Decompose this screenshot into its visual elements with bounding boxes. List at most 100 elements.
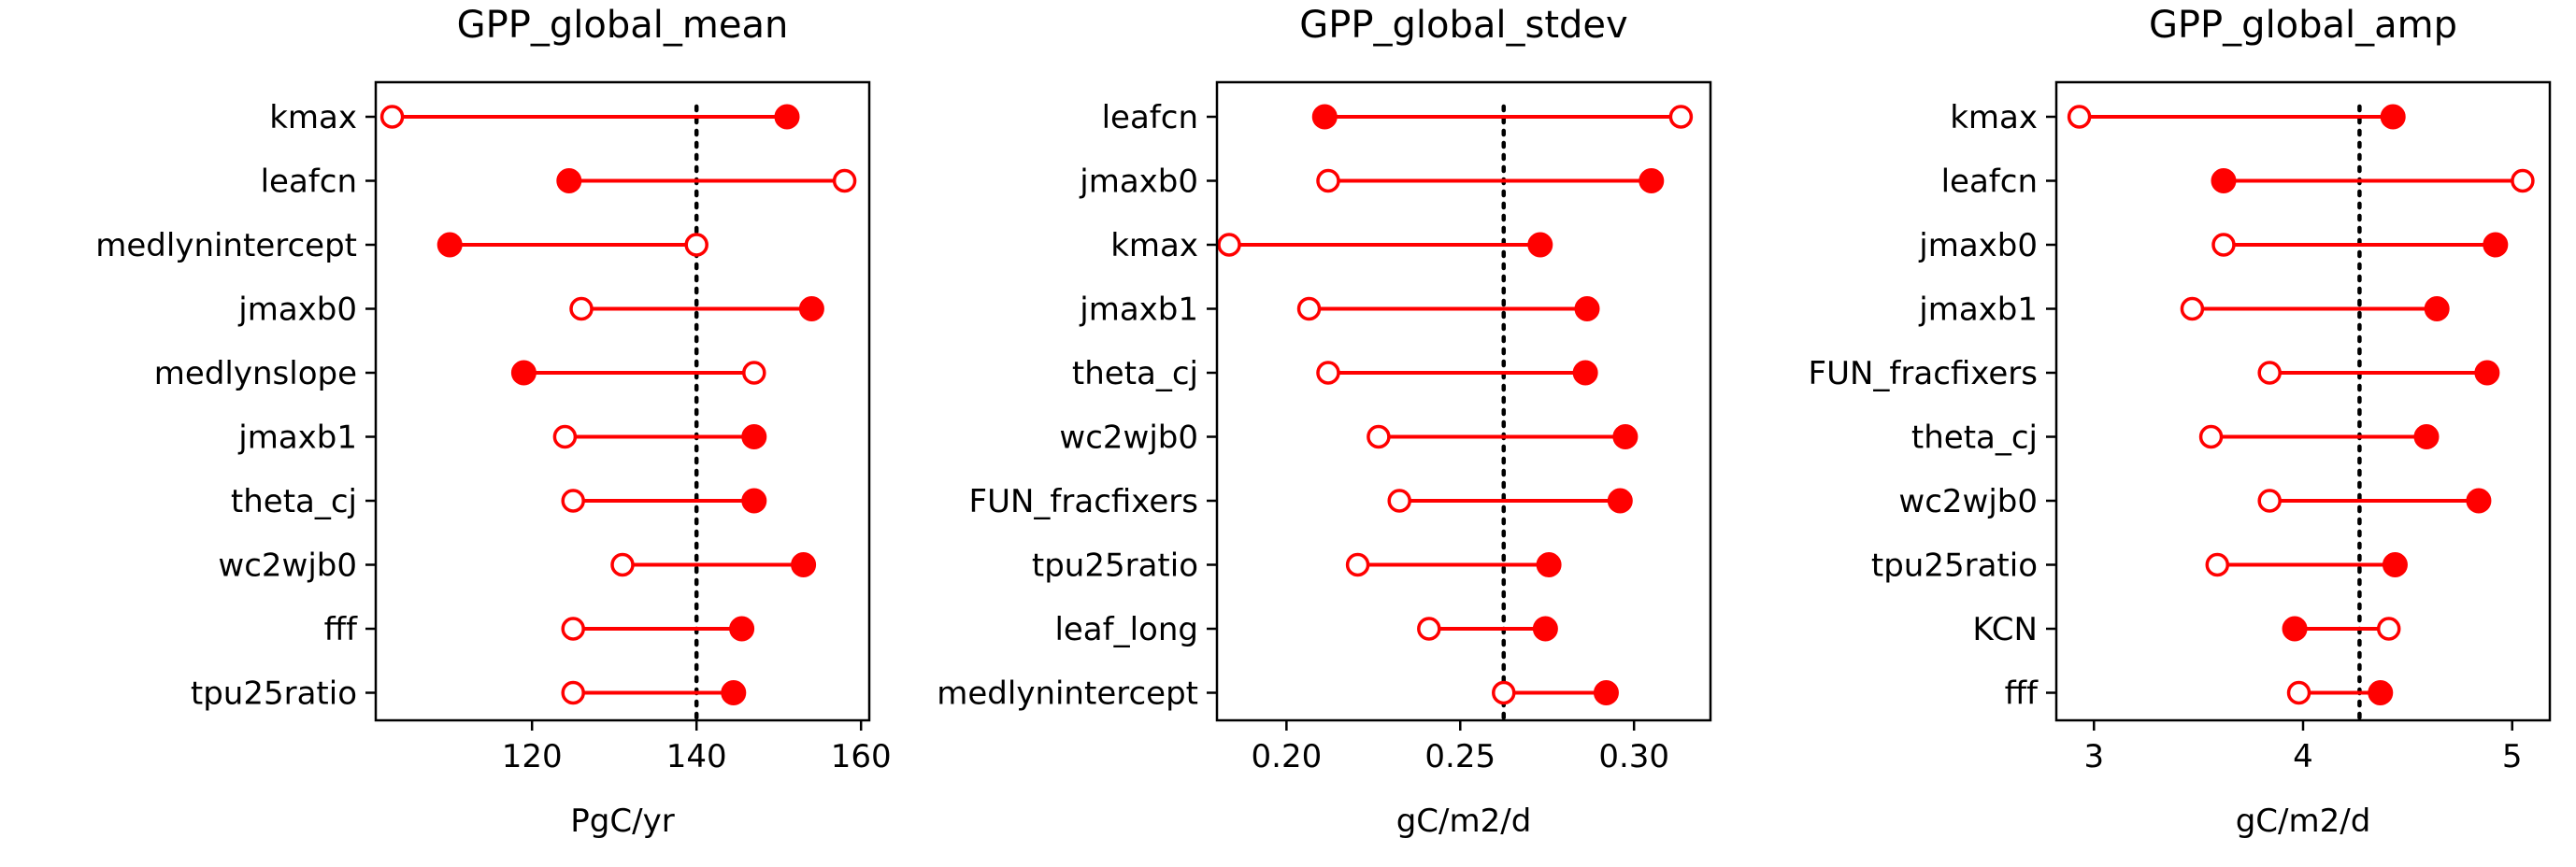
y-tick-label: leaf_long — [1054, 611, 1198, 648]
filled-marker — [2474, 360, 2500, 386]
filled-marker — [1572, 360, 1598, 386]
filled-marker — [1574, 296, 1600, 321]
open-marker — [1345, 552, 1370, 577]
filled-marker — [741, 424, 767, 449]
open-marker — [2067, 105, 2092, 129]
open-marker — [561, 617, 585, 641]
filled-marker — [1593, 680, 1619, 705]
y-tick-label: leafcn — [1941, 163, 2038, 201]
y-tick-label: FUN_fracfixers — [969, 483, 1198, 520]
filled-marker — [1532, 616, 1558, 642]
filled-marker — [2211, 168, 2237, 193]
filled-marker — [1536, 552, 1562, 577]
y-tick-label: jmaxb0 — [237, 291, 357, 329]
y-tick-label: leafcn — [1102, 99, 1198, 136]
filled-marker — [729, 616, 755, 642]
y-tick-label: wc2wjb0 — [218, 547, 357, 585]
y-tick-label: tpu25ratio — [191, 675, 357, 713]
open-marker — [561, 489, 585, 513]
x-axis-label: gC/m2/d — [2236, 803, 2371, 840]
open-marker — [1367, 424, 1391, 449]
open-marker — [1316, 361, 1340, 385]
open-marker — [2376, 617, 2401, 641]
y-tick-label: FUN_fracfixers — [1809, 355, 2038, 392]
filled-marker — [2282, 616, 2308, 642]
plot-frame — [2054, 80, 2552, 722]
filled-marker — [741, 488, 767, 514]
y-tick-label: medlynintercept — [937, 675, 1198, 713]
filled-marker — [798, 296, 824, 321]
filled-marker — [721, 680, 747, 705]
open-marker — [1316, 168, 1340, 193]
open-marker — [610, 552, 635, 577]
open-marker — [832, 168, 857, 193]
open-marker — [2198, 424, 2224, 449]
filled-marker — [1527, 232, 1553, 258]
filled-marker — [510, 360, 537, 386]
open-marker — [2257, 489, 2282, 513]
open-marker — [2211, 233, 2236, 257]
filled-marker — [1612, 424, 1639, 449]
open-marker — [1296, 296, 1322, 321]
x-tick-label: 120 — [502, 738, 563, 775]
open-marker — [2257, 361, 2282, 385]
y-tick-label: KCN — [1972, 611, 2038, 648]
y-tick-label: theta_cj — [231, 483, 357, 520]
open-marker — [2180, 296, 2205, 321]
x-axis-label: PgC/yr — [570, 803, 674, 840]
open-marker — [2286, 680, 2311, 705]
filled-marker — [2466, 488, 2492, 514]
x-tick-label: 5 — [2502, 738, 2523, 775]
filled-marker — [791, 552, 817, 577]
y-tick-label: medlynintercept — [95, 227, 357, 264]
open-marker — [1492, 680, 1516, 705]
plot-frame — [374, 80, 871, 722]
panel-title: GPP_global_stdev — [1299, 4, 1627, 47]
open-marker — [1417, 617, 1441, 641]
x-tick-label: 4 — [2293, 738, 2313, 775]
filled-marker — [1311, 104, 1338, 130]
y-tick-label: fff — [324, 611, 358, 648]
open-marker — [2205, 552, 2230, 577]
y-tick-label: kmax — [1950, 99, 2038, 136]
y-tick-label: wc2wjb0 — [1898, 483, 2038, 520]
filled-marker — [1639, 168, 1665, 193]
open-marker — [1668, 105, 1694, 129]
plot-frame — [1215, 80, 1712, 722]
filled-marker — [2380, 104, 2406, 130]
y-tick-label: tpu25ratio — [1032, 547, 1198, 585]
filled-marker — [436, 232, 463, 258]
panel-title: GPP_global_mean — [457, 4, 789, 47]
y-tick-label: jmaxb1 — [1918, 291, 2038, 329]
y-tick-label: jmaxb0 — [1079, 163, 1198, 201]
open-marker — [2511, 168, 2535, 193]
open-marker — [684, 233, 708, 257]
y-tick-label: kmax — [1110, 227, 1198, 264]
x-tick-label: 0.30 — [1598, 738, 1669, 775]
open-marker — [561, 680, 585, 705]
open-marker — [1387, 489, 1411, 513]
panel-title: GPP_global_amp — [2149, 4, 2457, 47]
x-tick-label: 3 — [2083, 738, 2104, 775]
filled-marker — [2368, 680, 2394, 705]
y-tick-label: theta_cj — [1911, 419, 2038, 457]
y-tick-label: medlynslope — [154, 355, 357, 392]
filled-marker — [2424, 296, 2450, 321]
y-tick-label: fff — [2005, 675, 2039, 713]
y-tick-label: jmaxb1 — [1079, 291, 1198, 329]
x-tick-label: 0.25 — [1424, 738, 1496, 775]
y-tick-label: jmaxb0 — [1918, 227, 2038, 264]
y-tick-label: kmax — [269, 99, 357, 136]
open-marker — [1217, 233, 1241, 257]
x-axis-label: gC/m2/d — [1396, 803, 1532, 840]
y-tick-label: tpu25ratio — [1871, 547, 2038, 585]
y-tick-label: leafcn — [261, 163, 357, 201]
filled-marker — [2413, 424, 2440, 449]
open-marker — [569, 296, 594, 321]
y-tick-label: wc2wjb0 — [1059, 419, 1198, 457]
filled-marker — [2483, 232, 2509, 258]
open-marker — [742, 361, 766, 385]
open-marker — [379, 105, 405, 129]
filled-marker — [774, 104, 800, 130]
filled-marker — [556, 168, 582, 193]
